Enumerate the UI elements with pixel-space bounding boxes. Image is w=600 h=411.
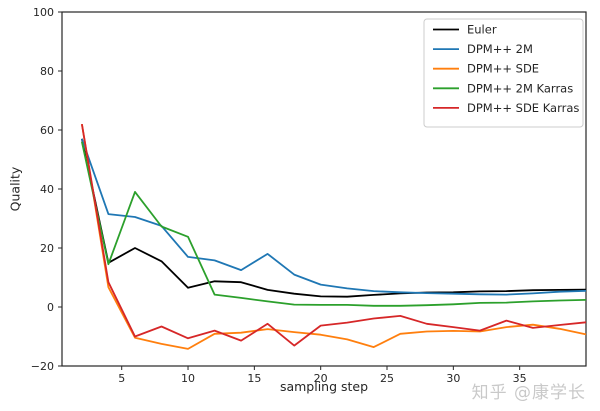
legend-item: DPM++ 2M (433, 42, 533, 56)
x-tick-label: 35 (513, 372, 527, 385)
x-tick-label: 30 (446, 372, 460, 385)
series-line-dpm-sde (81, 123, 587, 350)
legend-box (423, 18, 584, 128)
y-tick-label: 80 (40, 65, 54, 78)
y-tick-label: −20 (31, 360, 54, 373)
legend-label: DPM++ SDE (467, 62, 539, 76)
y-tick-label: 40 (40, 183, 54, 196)
legend-item: DPM++ SDE Karras (433, 101, 579, 115)
x-tick-label: 5 (118, 372, 125, 385)
legend-item: DPM++ SDE (433, 62, 539, 76)
y-tick-label: 60 (40, 124, 54, 137)
series-line-dpm-2m (81, 138, 587, 296)
legend-label: DPM++ 2M (467, 42, 533, 56)
y-tick-label: 20 (40, 242, 54, 255)
legend-item: DPM++ 2M Karras (433, 81, 573, 95)
legend-label: DPM++ 2M Karras (467, 81, 573, 95)
legend-item: Euler (433, 23, 497, 37)
series-line-dpm-sde-karras (81, 123, 587, 347)
x-tick-label: 25 (380, 372, 394, 385)
x-tick-label: 15 (247, 372, 261, 385)
y-tick-label: 0 (47, 301, 54, 314)
legend-label: Euler (467, 23, 497, 37)
series-line-euler (81, 138, 587, 298)
y-axis-label: Quality (7, 166, 23, 212)
y-tick-label: 100 (33, 6, 54, 19)
watermark: 知乎 @康学长 (471, 383, 586, 403)
x-axis-label: sampling step (279, 379, 369, 394)
legend: Euler DPM++ 2M DPM++ SDE DPM++ 2M Karras DPM… (423, 18, 584, 128)
x-tick-label: 10 (181, 372, 195, 385)
series-line-dpm-2m-karras (81, 141, 587, 307)
x-tick-label: 20 (314, 372, 328, 385)
legend-label: DPM++ SDE Karras (467, 101, 579, 115)
